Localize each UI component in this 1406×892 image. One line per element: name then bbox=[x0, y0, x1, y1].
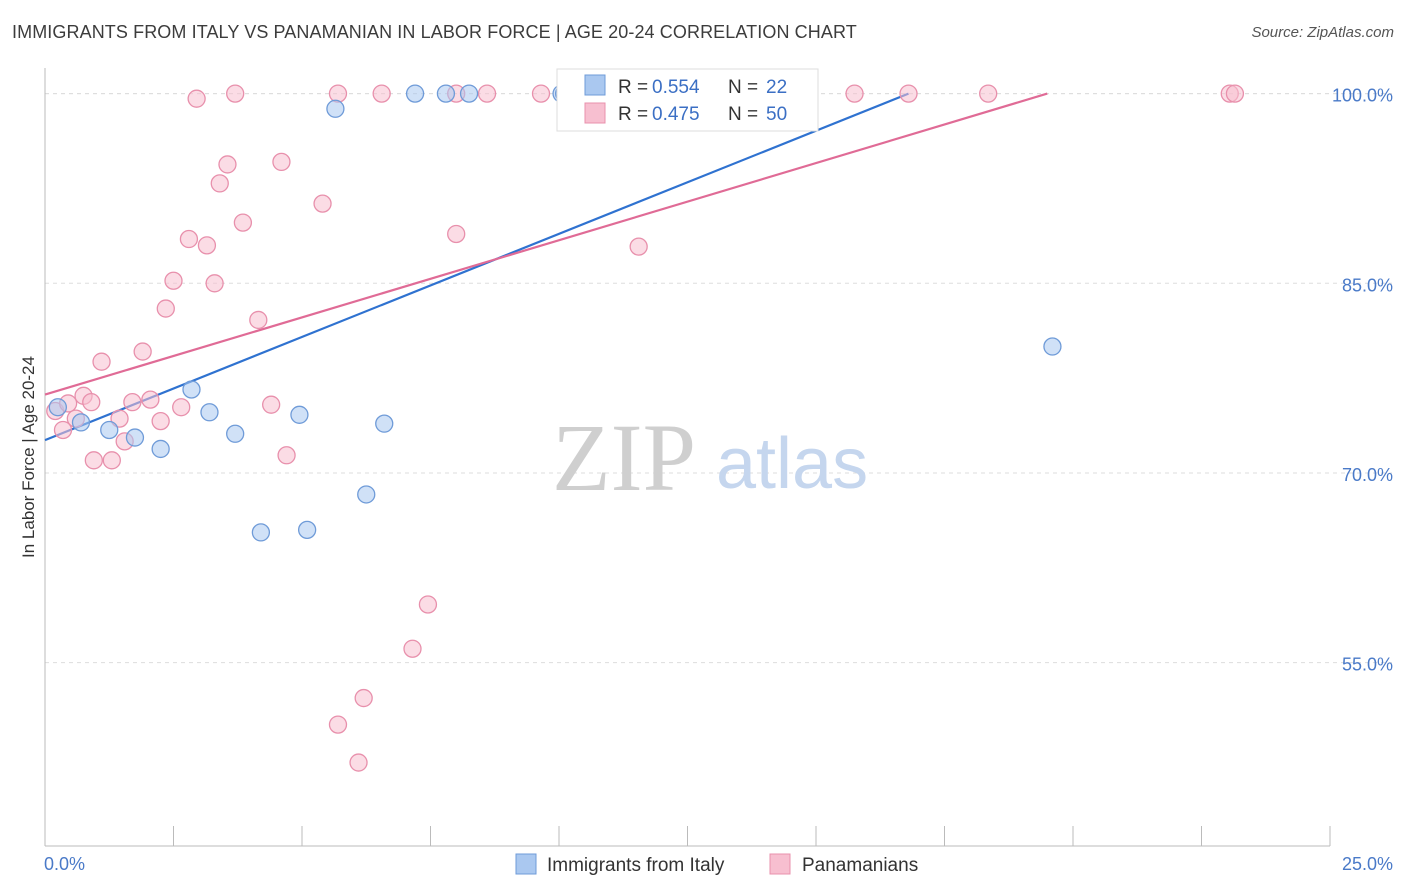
series-legend: Immigrants from Italy Panamanians bbox=[515, 853, 918, 876]
pan-data-point bbox=[133, 342, 152, 361]
pan-data-point bbox=[164, 271, 183, 290]
pan-data-point bbox=[328, 84, 348, 103]
pan-data-point bbox=[187, 89, 206, 108]
italy-data-point bbox=[375, 414, 394, 433]
watermark-zip: ZIP bbox=[552, 404, 696, 511]
pan-data-point bbox=[84, 451, 103, 470]
y-axis-label: In Labor Force | Age 20-24 bbox=[19, 356, 38, 558]
italy-trend-line bbox=[44, 92, 909, 442]
pan-series-swatch bbox=[769, 853, 791, 875]
pan-data-point bbox=[403, 639, 422, 658]
pan-data-point bbox=[151, 411, 170, 431]
source-credit: Source: ZipAtlas.com bbox=[1251, 24, 1394, 41]
y-tick-label: 85.0% bbox=[1342, 275, 1393, 295]
pan-legend-swatch bbox=[584, 102, 606, 124]
chart-title: IMMIGRANTS FROM ITALY VS PANAMANIAN IN L… bbox=[12, 22, 857, 42]
pan-data-point bbox=[272, 152, 291, 172]
pan-data-point bbox=[102, 451, 121, 470]
pan-data-point bbox=[629, 237, 648, 256]
pan-data-point bbox=[92, 352, 111, 371]
italy-data-point bbox=[71, 413, 91, 432]
pan-data-point bbox=[372, 84, 391, 103]
pan-trend-line bbox=[44, 92, 1048, 396]
pan-data-point bbox=[179, 229, 199, 249]
pan-data-point bbox=[210, 174, 229, 193]
pan-data-point bbox=[354, 688, 373, 708]
italy-n-value: 22 bbox=[766, 77, 787, 98]
pan-n-value: 50 bbox=[766, 104, 787, 125]
italy-r-label: R = bbox=[618, 77, 648, 98]
pan-data-point bbox=[172, 398, 191, 417]
pan-data-point bbox=[979, 84, 998, 103]
italy-series-swatch bbox=[515, 853, 537, 875]
axes bbox=[44, 68, 1331, 847]
pan-data-point bbox=[447, 224, 466, 244]
pan-data-point bbox=[262, 395, 281, 414]
italy-data-point bbox=[48, 398, 67, 417]
italy-data-point bbox=[297, 520, 317, 540]
italy-data-point bbox=[182, 380, 201, 399]
pan-r-value: 0.475 bbox=[652, 104, 700, 125]
pan-n-label: N = bbox=[728, 104, 758, 125]
pan-data-point bbox=[197, 236, 217, 255]
italy-data-point bbox=[405, 84, 425, 103]
y-tick-label: 100.0% bbox=[1332, 86, 1393, 106]
pan-data-point bbox=[82, 393, 101, 412]
pan-data-point bbox=[1225, 84, 1245, 103]
italy-data-point bbox=[125, 428, 145, 447]
x-tick-label-start: 0.0% bbox=[44, 854, 85, 874]
watermark-atlas: atlas bbox=[716, 424, 868, 504]
italy-data-point bbox=[226, 424, 245, 443]
italy-data-point bbox=[459, 84, 479, 103]
italy-n-label: N = bbox=[728, 77, 758, 98]
watermark: ZIP atlas bbox=[552, 404, 868, 511]
pan-data-point bbox=[141, 390, 160, 409]
italy-data-point bbox=[436, 84, 456, 103]
grid-lines bbox=[45, 93, 1392, 664]
italy-data-point bbox=[100, 420, 119, 440]
italy-data-point bbox=[200, 403, 219, 422]
italy-legend-swatch bbox=[584, 74, 606, 96]
y-tick-label: 70.0% bbox=[1342, 465, 1393, 485]
pan-data-point bbox=[531, 84, 551, 103]
italy-data-point bbox=[326, 99, 345, 118]
pan-data-point bbox=[53, 420, 73, 440]
pan-data-point bbox=[845, 84, 864, 103]
pan-data-point bbox=[233, 213, 253, 232]
italy-data-point bbox=[290, 405, 309, 424]
pan-r-label: R = bbox=[618, 104, 648, 125]
pan-data-point bbox=[110, 409, 129, 428]
pan-data-point bbox=[249, 310, 268, 330]
stats-legend: R = 0.554 N = 22 R = 0.475 N = 50 bbox=[556, 68, 819, 132]
pan-data-point bbox=[277, 446, 296, 465]
pan-series-label: Panamanians bbox=[802, 855, 918, 876]
pan-data-point bbox=[205, 274, 224, 293]
italy-data-point bbox=[251, 523, 271, 542]
pan-data-point bbox=[218, 155, 237, 174]
x-tick-label-end: 25.0% bbox=[1342, 854, 1393, 874]
pan-data-point bbox=[226, 84, 245, 103]
pan-data-point bbox=[328, 715, 348, 734]
pan-data-point bbox=[899, 84, 918, 103]
italy-data-point bbox=[357, 485, 376, 504]
italy-data-point bbox=[1043, 337, 1062, 356]
italy-r-value: 0.554 bbox=[652, 77, 700, 98]
pan-data-point bbox=[313, 194, 332, 213]
pan-data-point bbox=[349, 753, 368, 772]
italy-series-label: Immigrants from Italy bbox=[547, 855, 725, 876]
y-tick-label: 55.0% bbox=[1342, 655, 1393, 675]
pan-data-point bbox=[418, 595, 438, 614]
pan-data-point bbox=[156, 299, 175, 318]
pan-data-point bbox=[477, 84, 497, 103]
pan-data-point bbox=[123, 393, 142, 412]
italy-data-point bbox=[151, 439, 170, 459]
